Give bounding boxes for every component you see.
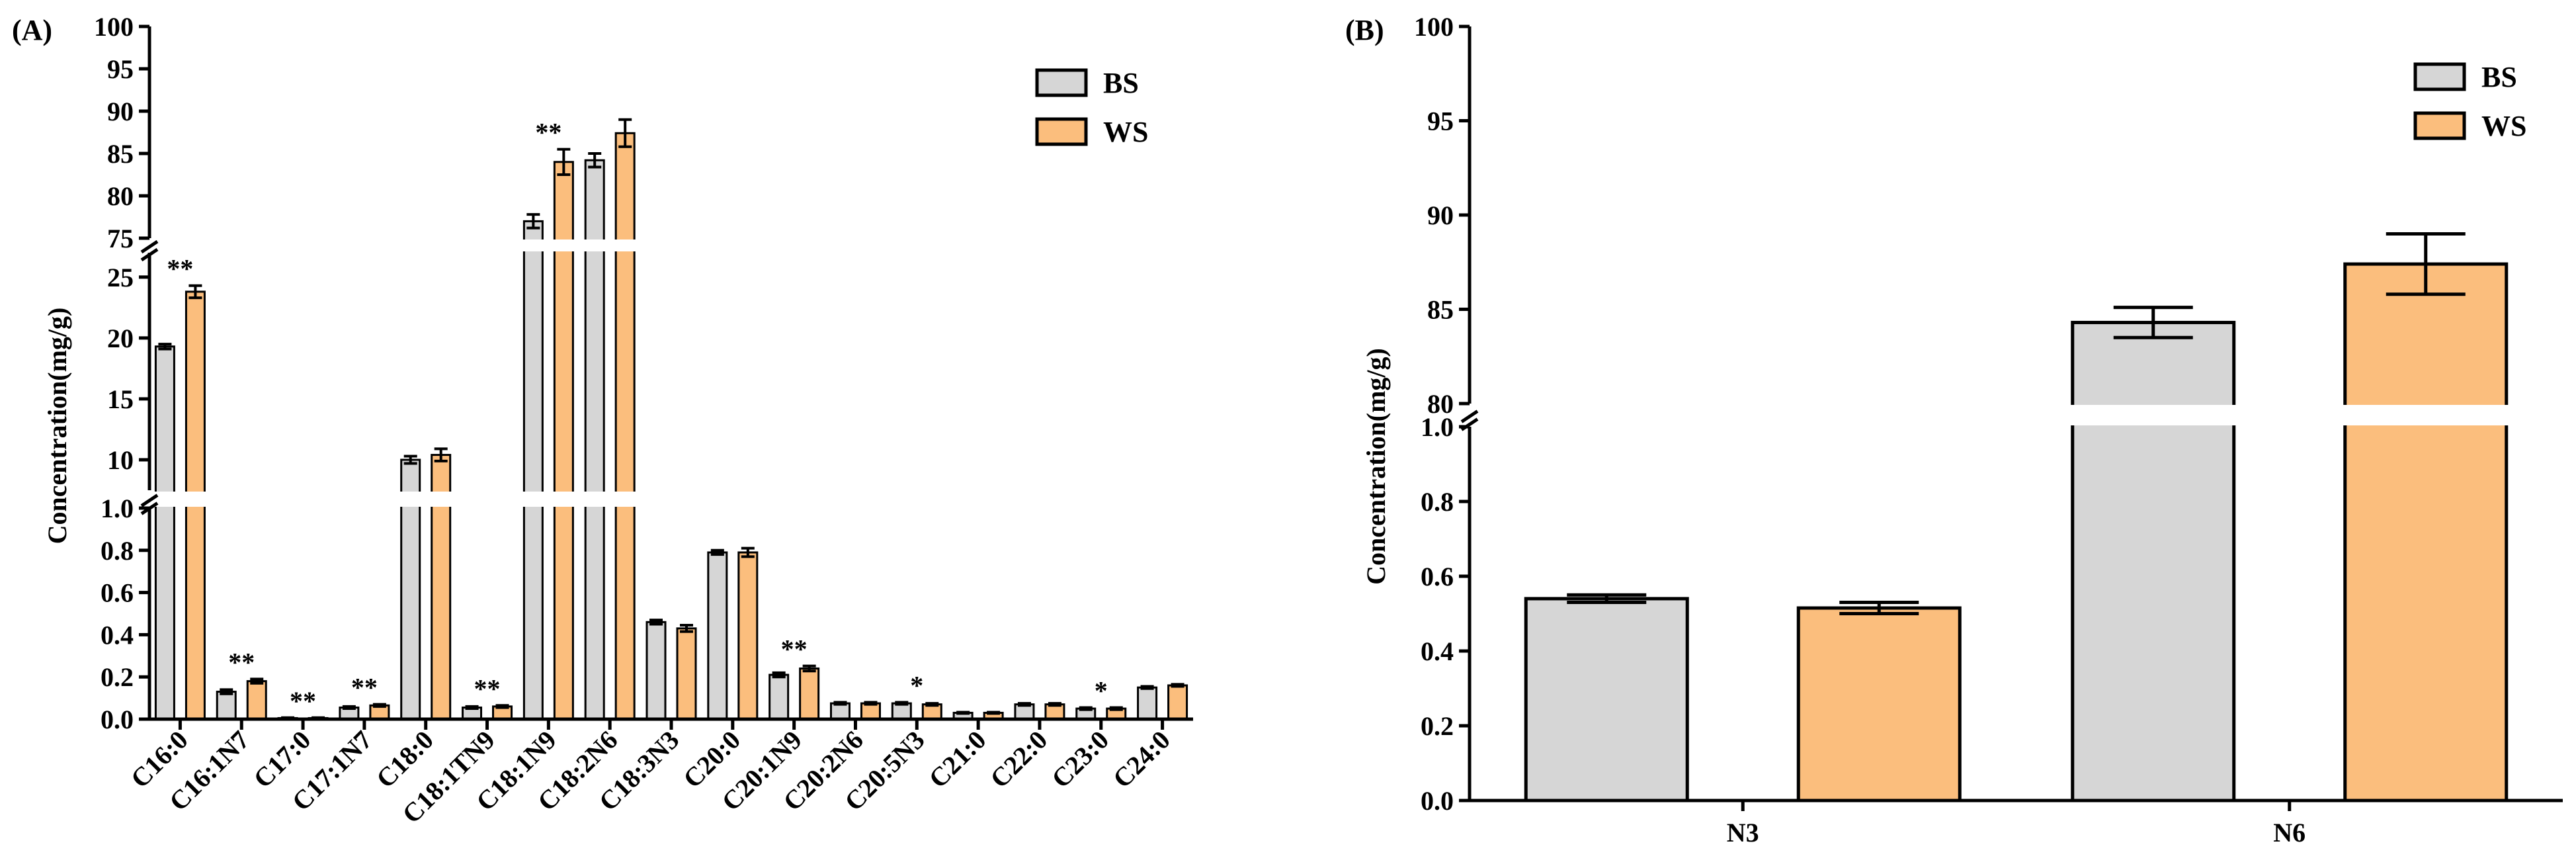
panel-a-bars: [154, 118, 1188, 720]
panel-a-y-tick-label: 1.0: [101, 494, 134, 523]
panel-b-axis-break-mark: [1460, 417, 1479, 431]
panel-a-significance-marker: *: [910, 670, 923, 700]
panel-b-y-tick-label: 0.4: [1421, 636, 1454, 666]
panel-a-legend-label-bs: BS: [1103, 67, 1139, 99]
panel-b-panel-label: (B): [1345, 14, 1384, 46]
panel-b-y-axis-title: Concentration(mg/g): [1361, 348, 1391, 585]
panel-a-bar-ws: [246, 680, 267, 720]
panel-a-bar-ws: [676, 627, 697, 720]
panel-a-y-tick-label: 85: [107, 139, 134, 169]
panel-a-significance-marker: **: [535, 118, 561, 148]
panel-a-significance-marker: **: [781, 634, 808, 664]
panel-a-bar-bs: [769, 673, 790, 720]
panel-a-y-tick-label: 90: [107, 97, 134, 126]
panel-a-legend-label-ws: WS: [1103, 116, 1148, 148]
panel-b-y-tick-label: 80: [1427, 389, 1454, 419]
panel-a-y-tick-label: 0.8: [101, 536, 134, 566]
panel-a-bar-ws: [799, 667, 820, 720]
panel-a-axis-break-mark: [140, 501, 159, 515]
panel-a-y-tick-label: 0.4: [101, 620, 134, 650]
panel-b-bar-bs: [2071, 320, 2236, 803]
panel-b-bar-bs: [1524, 597, 1689, 803]
panel-a-y-tick-label: 10: [107, 445, 134, 475]
panel-a-y-tick-label: 0.6: [101, 578, 134, 608]
panel-a-bar-bs: [645, 621, 667, 720]
panel-b-legend-swatch-bs: [2413, 62, 2466, 91]
panel-b-y-tick-label: 95: [1427, 107, 1454, 136]
panel-a-category-label: C22:0: [984, 725, 1053, 794]
panel-b-category-label: N6: [2273, 818, 2306, 847]
panel-a-y-tick-label: 95: [107, 54, 134, 84]
panel-b-legend-swatch-ws: [2413, 111, 2466, 140]
panel-b-legend-label-ws: WS: [2481, 110, 2526, 142]
panel-a-y-tick-label: 100: [94, 12, 134, 42]
panel-b-category-label: N3: [1727, 818, 1759, 847]
panel-b-y-tick-label: 1.0: [1421, 412, 1454, 442]
panel-a-bar-ws: [614, 132, 636, 720]
panel-a-legend-swatch-ws: [1035, 117, 1088, 146]
panel-a-significance-marker: **: [167, 254, 193, 284]
panel-b-y-tick-label: 0.0: [1421, 786, 1454, 816]
panel-b-y-tick-label: 0.6: [1421, 562, 1454, 591]
panel-a-y-tick-label: 25: [107, 263, 134, 292]
panel-a-significance-marker: **: [228, 647, 255, 677]
panel-a-y-axis: 0.0 0.2 0.4 0.6 0.8 1.0 10 15 20 25 75 80 85 90 95 100: [94, 12, 159, 734]
panel-a-bar-bs: [522, 220, 544, 720]
panel-a-y-tick-label: 20: [107, 324, 134, 353]
panel-a-axis-break-mark: [140, 239, 159, 254]
panel-b-y-tick-label: 0.8: [1421, 487, 1454, 517]
panel-b-y-tick-label: 0.2: [1421, 711, 1454, 741]
panel-a-axis-break-mark: [140, 494, 159, 507]
panel-a-bar-bs: [584, 159, 605, 720]
panel-a-axis-break-gap: [152, 239, 1196, 251]
panel-a-category-label: C24:0: [1107, 725, 1176, 794]
panel-a-y-tick-label: 0.2: [101, 662, 134, 692]
panel-a-axis-break-gap: [152, 492, 1196, 507]
panel-a-panel-label: (A): [12, 14, 52, 46]
panel-b-axis-break-gap: [1472, 405, 2565, 425]
panel-a-y-tick-label: 15: [107, 384, 134, 414]
panel-a-axis-break-mark: [140, 247, 159, 262]
panel-a-legend-swatch-bs: [1035, 68, 1088, 97]
panel-a-category-label: C21:0: [923, 725, 991, 794]
panel-a-category-label: C23:0: [1046, 725, 1114, 794]
panel-b-legend-label-bs: BS: [2481, 61, 2517, 93]
panel-b-bar-ws: [2343, 262, 2509, 803]
panel-b-y-axis: 0.0 0.2 0.4 0.6 0.8 1.080 85 90 95 100: [1414, 12, 1479, 816]
panel-a-y-tick-label: 0.0: [101, 705, 134, 734]
panel-b-bar-ws: [1796, 606, 1962, 803]
panel-a-bar-ws: [1167, 684, 1188, 720]
panel-a-y-axis-title: Concentration(mg/g): [42, 308, 72, 544]
panel-a-bar-ws: [737, 551, 759, 720]
panel-a-bar-bs: [1137, 686, 1158, 720]
panel-b-y-tick-label: 100: [1414, 12, 1454, 42]
panel-b-y-tick-label: 85: [1427, 295, 1454, 325]
panel-b-axis-break-mark: [1460, 410, 1479, 423]
panel-a-bar-bs: [216, 691, 237, 720]
panel-b-bars: [1524, 232, 2509, 803]
panel-a-significance-marker: **: [290, 686, 316, 716]
panel-a-bar-bs: [154, 345, 175, 720]
panel-a-significance-marker: **: [351, 673, 378, 703]
panel-a-y-tick-label: 80: [107, 181, 134, 211]
panel-a-bar-bs: [707, 551, 728, 720]
panel-a-y-tick-label: 75: [107, 224, 134, 253]
panel-a-significance-marker: **: [474, 673, 501, 703]
panel-b-y-tick-label: 90: [1427, 200, 1454, 230]
panel-a-significance-marker: *: [1095, 675, 1108, 705]
